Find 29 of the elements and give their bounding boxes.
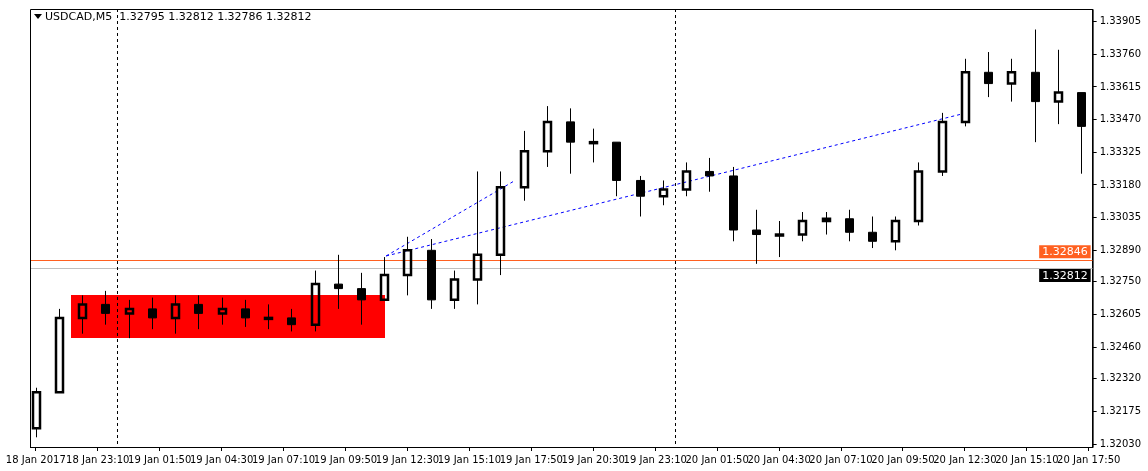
y-tick-label: 1.32320 (1099, 372, 1142, 384)
x-tick-label: 20 Jan 15:10 (995, 453, 1059, 465)
x-tick-label: 19 Jan 23:10 (623, 453, 687, 465)
x-tick-label: 18 Jan 2017 (5, 453, 66, 465)
y-tick-label: 1.32030 (1099, 437, 1142, 449)
x-tick-label: 20 Jan 04:30 (747, 453, 811, 465)
y-tick-label: 1.32605 (1099, 308, 1142, 320)
x-tick-label: 18 Jan 23:10 (66, 453, 130, 465)
y-tick-label: 1.32175 (1099, 404, 1142, 416)
y-tick-label: 1.32890 (1099, 243, 1142, 255)
x-tick-label: 20 Jan 09:50 (871, 453, 935, 465)
y-tick-label: 1.33470 (1099, 113, 1142, 125)
y-tick-label: 1.32460 (1099, 340, 1142, 352)
x-tick-label: 19 Jan 01:50 (128, 453, 192, 465)
x-tick-label: 20 Jan 12:30 (933, 453, 997, 465)
y-tick-label: 1.33325 (1099, 145, 1142, 157)
y-tick-label: 1.32750 (1099, 275, 1142, 287)
ref-line-label: 1.32812 (1042, 268, 1088, 282)
x-tick-label: 20 Jan 07:10 (809, 453, 873, 465)
y-tick-label: 1.33760 (1099, 47, 1142, 59)
chart-title: USDCAD,M5 1.32795 1.32812 1.32786 1.32812 (45, 10, 312, 23)
y-tick-label: 1.33180 (1099, 178, 1142, 190)
x-tick-label: 19 Jan 20:30 (561, 453, 625, 465)
y-tick-label: 1.33615 (1099, 80, 1142, 92)
x-tick-label: 20 Jan 17:50 (1057, 453, 1121, 465)
y-tick-label: 1.33905 (1099, 15, 1142, 27)
y-tick-label: 1.33035 (1099, 211, 1142, 223)
ref-line-label: 1.32846 (1042, 245, 1088, 259)
x-tick-label: 20 Jan 01:50 (685, 453, 749, 465)
